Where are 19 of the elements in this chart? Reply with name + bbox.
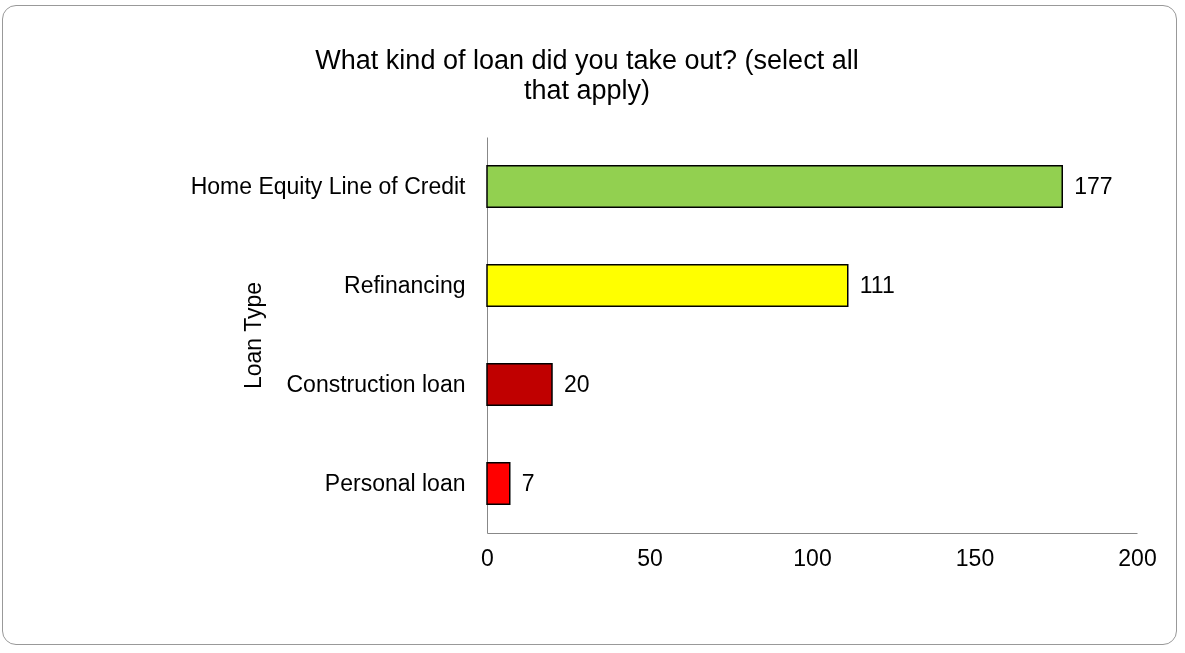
data-label: 177 bbox=[1074, 172, 1113, 199]
x-tick-label: 0 bbox=[481, 544, 494, 571]
data-label: 7 bbox=[521, 469, 535, 496]
y-axis-title: Loan Type bbox=[239, 281, 266, 390]
x-tick-label: 150 bbox=[955, 544, 995, 571]
data-label: 111 bbox=[859, 271, 895, 298]
y-tick-label: Refinancing bbox=[344, 271, 466, 298]
y-tick-label: Home Equity Line of Credit bbox=[190, 172, 467, 199]
x-tick-label: 100 bbox=[793, 544, 832, 571]
bar bbox=[486, 263, 849, 308]
data-label: 20 bbox=[564, 370, 590, 397]
y-tick-label: Construction loan bbox=[286, 370, 466, 397]
bar bbox=[486, 461, 511, 506]
x-tick-label: 200 bbox=[1118, 544, 1157, 571]
bar bbox=[486, 164, 1063, 209]
bar bbox=[486, 362, 553, 407]
chart-title: What kind of loan did you take out? (select all that apply) bbox=[315, 45, 859, 105]
y-tick-label: Personal loan bbox=[324, 469, 466, 496]
x-tick-label: 50 bbox=[637, 544, 663, 571]
